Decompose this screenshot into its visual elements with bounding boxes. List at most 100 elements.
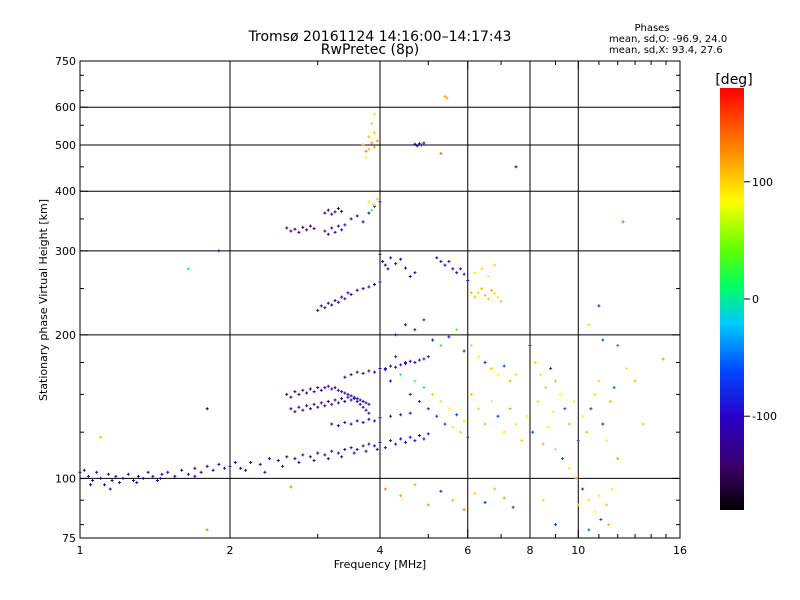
data-point [462, 419, 466, 423]
data-point [544, 386, 548, 390]
data-point [312, 227, 316, 231]
data-point [131, 478, 135, 482]
data-point [502, 364, 506, 368]
data-point [333, 398, 337, 402]
data-point [394, 442, 398, 446]
data-point [373, 112, 377, 116]
data-point [610, 487, 614, 491]
data-point [431, 338, 435, 342]
data-point [106, 472, 110, 476]
data-point [473, 491, 477, 495]
data-point [186, 267, 190, 271]
data-point [447, 259, 451, 263]
x-tick-label: 6 [464, 544, 471, 557]
data-point [323, 306, 327, 310]
data-point [426, 432, 430, 436]
data-point [539, 373, 543, 377]
data-point [394, 333, 398, 337]
data-point [403, 360, 407, 364]
data-point [323, 386, 327, 390]
data-point [336, 451, 340, 455]
data-point [326, 232, 330, 236]
data-point [158, 476, 162, 480]
data-point [525, 414, 529, 418]
data-point [616, 457, 620, 461]
colorbar-label: [deg] [715, 72, 752, 88]
data-point [576, 503, 580, 507]
data-point [343, 420, 347, 424]
data-point [439, 259, 443, 263]
data-point [343, 375, 347, 379]
data-point [443, 422, 447, 426]
data-point [486, 297, 490, 301]
data-point [135, 481, 139, 485]
data-point [361, 220, 365, 224]
data-point [349, 398, 353, 402]
data-point [473, 295, 477, 299]
data-point [293, 457, 297, 461]
data-point [263, 470, 267, 474]
data-point [455, 328, 459, 332]
data-point [462, 272, 466, 276]
data-point [233, 460, 237, 464]
data-point [361, 420, 365, 424]
data-point [567, 422, 571, 426]
data-point [399, 437, 403, 441]
data-point [413, 483, 417, 487]
data-point [289, 229, 293, 233]
data-point [346, 395, 350, 399]
data-point [297, 460, 301, 464]
data-point [355, 399, 359, 403]
data-point [415, 144, 419, 148]
data-point [340, 455, 344, 459]
data-point [413, 439, 417, 443]
data-point [308, 224, 312, 228]
data-point [621, 220, 625, 224]
data-point [367, 369, 371, 373]
data-point [297, 392, 301, 396]
x-tick-label: 16 [673, 544, 687, 557]
data-point [205, 464, 209, 468]
data-point [326, 384, 330, 388]
data-point [121, 476, 125, 480]
data-point [408, 359, 412, 363]
data-point [301, 388, 305, 392]
data-point [508, 407, 512, 411]
data-point [597, 304, 601, 308]
data-point [82, 468, 86, 472]
data-point [349, 446, 353, 450]
data-point [383, 446, 387, 450]
data-point [458, 267, 462, 271]
x-tick-label: 2 [227, 544, 234, 557]
data-point [417, 434, 421, 438]
data-point [585, 430, 589, 434]
data-point [439, 489, 443, 493]
data-point [476, 291, 480, 295]
data-point [340, 397, 344, 401]
data-point [343, 399, 347, 403]
data-point [186, 472, 190, 476]
data-point [593, 510, 597, 514]
data-point [386, 267, 390, 271]
data-point [625, 366, 629, 370]
data-point [343, 391, 347, 395]
x-tick-label: 10 [571, 544, 585, 557]
chart-title: Tromsø 20161124 14:16:00–14:17:43 [248, 29, 512, 45]
data-point [289, 407, 293, 411]
data-point [483, 360, 487, 364]
data-point [361, 371, 365, 375]
data-point [370, 121, 374, 125]
data-point [439, 151, 443, 155]
data-point [378, 440, 382, 444]
data-point [403, 323, 407, 327]
data-point [576, 439, 580, 443]
data-point [361, 405, 365, 409]
data-point [364, 156, 368, 160]
data-point [293, 410, 297, 414]
data-point [330, 402, 334, 406]
data-point [297, 405, 301, 409]
data-point [546, 425, 550, 429]
data-point [367, 417, 371, 421]
data-point [455, 271, 459, 275]
